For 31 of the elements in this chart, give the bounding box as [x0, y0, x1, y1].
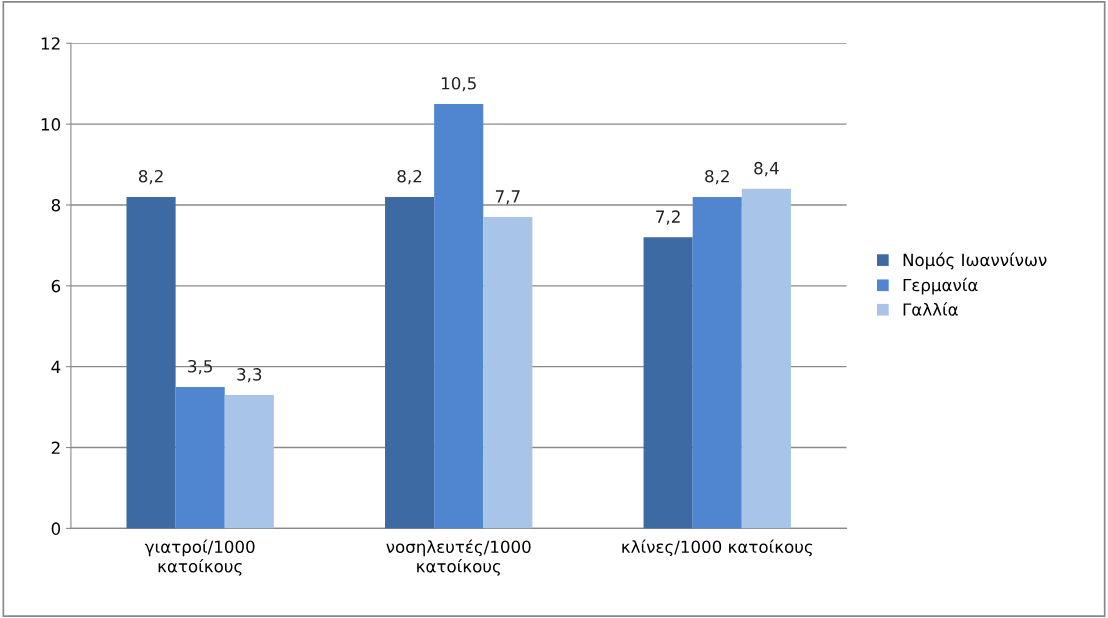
- x-tick-label: κλίνες/1000 κατοίκους: [622, 539, 813, 557]
- data-label: 8,4: [754, 161, 779, 177]
- y-tick-label: 0: [51, 522, 61, 535]
- y-tick-label: 10: [41, 118, 61, 131]
- y-tick-label: 8: [51, 198, 61, 212]
- data-label: 8,2: [397, 169, 422, 185]
- y-tick-label: 4: [51, 360, 61, 374]
- y-tick-label: 6: [51, 279, 61, 293]
- bar: [483, 217, 533, 529]
- data-label: 3,5: [188, 359, 212, 375]
- bar: [175, 386, 225, 529]
- x-tick-label: γιατροί/1000 κατοίκους: [144, 539, 255, 576]
- bar: [126, 196, 176, 529]
- data-label: 8,2: [705, 169, 729, 185]
- x-tick-label: νοσηλευτές/1000 κατοίκους: [386, 539, 531, 576]
- legend-label: Νομός Ιωαννίνων: [903, 252, 1047, 270]
- bar: [434, 103, 484, 529]
- bar: [643, 237, 693, 529]
- data-label: 10,5: [441, 76, 476, 92]
- y-tick-label: 2: [51, 441, 60, 454]
- legend-label: Γαλλία: [903, 302, 958, 316]
- bar: [385, 196, 435, 529]
- data-label: 7,2: [656, 210, 680, 225]
- y-tick-label: 12: [41, 37, 60, 50]
- bar: [692, 196, 742, 529]
- data-label: 3,3: [237, 368, 262, 383]
- data-label: 8,2: [138, 169, 163, 185]
- bar: [224, 394, 274, 529]
- data-label: 7,7: [495, 190, 520, 205]
- legend-label: Γερμανία: [903, 277, 978, 295]
- bar: [741, 188, 791, 529]
